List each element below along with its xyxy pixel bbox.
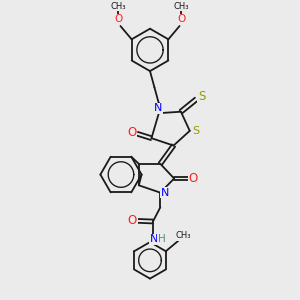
Text: O: O xyxy=(128,214,137,227)
Text: S: S xyxy=(198,91,205,103)
Text: O: O xyxy=(189,172,198,185)
Text: CH₃: CH₃ xyxy=(174,2,189,11)
Text: O: O xyxy=(114,14,122,24)
Text: O: O xyxy=(128,126,137,139)
Text: CH₃: CH₃ xyxy=(111,2,126,11)
Text: O: O xyxy=(177,14,185,24)
Text: N: N xyxy=(160,188,169,198)
Text: H: H xyxy=(158,234,166,244)
Text: N: N xyxy=(150,234,158,244)
Text: N: N xyxy=(154,103,162,113)
Text: CH₃: CH₃ xyxy=(175,231,190,240)
Text: S: S xyxy=(193,126,200,136)
